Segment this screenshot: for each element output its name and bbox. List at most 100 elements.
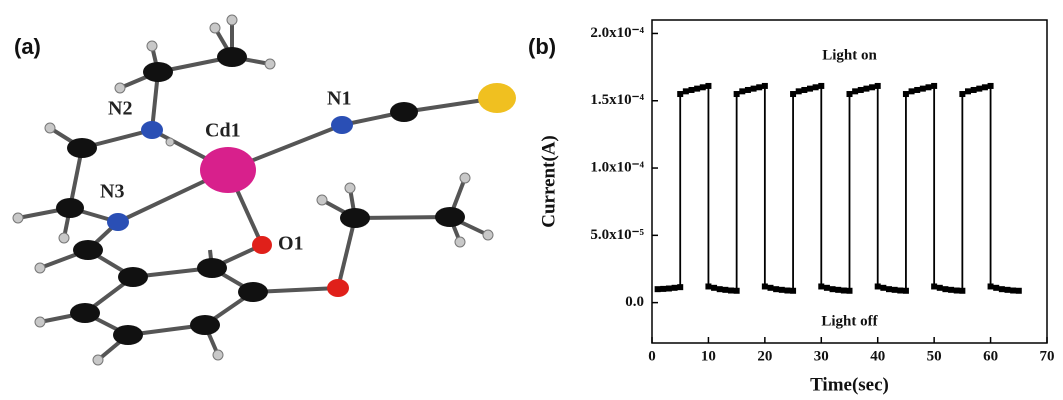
data-point — [936, 284, 943, 291]
data-point — [852, 88, 859, 95]
data-point — [965, 88, 971, 95]
panel-label: (a) — [14, 34, 41, 59]
data-point — [761, 82, 768, 89]
data-point — [874, 82, 881, 89]
x-tick-label: 0 — [648, 348, 656, 364]
data-point — [931, 283, 938, 290]
data-point — [688, 86, 695, 93]
x-axis-label: Time(sec) — [810, 374, 889, 395]
data-point — [1010, 287, 1017, 294]
data-point — [807, 85, 813, 92]
data-point — [739, 88, 746, 95]
data-point — [694, 85, 701, 92]
data-point — [795, 88, 802, 95]
data-point — [953, 287, 960, 294]
data-point — [767, 284, 774, 291]
data-point — [846, 91, 853, 98]
data-point — [665, 285, 672, 292]
atom-label: N1 — [327, 88, 351, 110]
data-point — [857, 86, 864, 93]
x-tick-label: 20 — [757, 348, 772, 364]
data-point — [733, 287, 740, 294]
data-point — [705, 283, 712, 290]
data-point — [699, 84, 706, 91]
data-point — [660, 285, 667, 292]
data-point — [823, 284, 830, 291]
data-point — [716, 286, 723, 293]
data-point — [902, 287, 909, 294]
data-point — [722, 286, 729, 293]
data-point — [942, 286, 949, 293]
panel-label: (b) — [528, 34, 556, 59]
data-point — [756, 84, 763, 91]
data-point — [998, 286, 1005, 293]
data-point — [846, 287, 853, 294]
data-point — [812, 84, 819, 91]
data-point — [886, 286, 892, 293]
data-point — [677, 91, 684, 98]
atom-label: N3 — [100, 181, 124, 203]
data-point — [874, 283, 881, 290]
y-tick-label: 2.0x10⁻⁴ — [590, 25, 644, 41]
data-point — [728, 287, 734, 294]
y-tick-label: 0.0 — [625, 294, 644, 310]
data-point — [863, 85, 870, 92]
data-point — [925, 84, 932, 91]
data-point — [829, 286, 836, 293]
data-point — [914, 86, 921, 93]
data-point — [993, 284, 1000, 291]
data-point — [818, 82, 825, 89]
y-tick-label: 1.0x10⁻⁴ — [590, 159, 644, 175]
y-axis-label: Current(A) — [538, 135, 559, 228]
data-point — [840, 287, 847, 294]
data-point — [671, 284, 678, 291]
data-point — [790, 287, 797, 294]
data-line — [657, 84, 1019, 292]
data-point — [880, 284, 887, 291]
data-point — [835, 286, 842, 293]
y-tick-label: 5.0x10⁻⁵ — [590, 227, 644, 243]
data-point — [784, 287, 791, 294]
atom-label: N2 — [108, 98, 132, 120]
data-point — [897, 287, 904, 294]
plot-frame — [651, 19, 1048, 344]
data-point — [976, 85, 983, 92]
x-tick-label: 40 — [870, 348, 885, 364]
data-point — [654, 286, 661, 293]
data-point — [733, 91, 740, 98]
data-point — [711, 284, 718, 291]
data-point — [705, 82, 712, 89]
data-point — [931, 82, 938, 89]
data-point — [778, 286, 785, 293]
data-point — [987, 283, 994, 290]
x-tick-label: 70 — [1040, 348, 1055, 364]
data-point — [891, 286, 898, 293]
data-point — [773, 286, 780, 293]
y-tick-label: 1.5x10⁻⁴ — [590, 92, 644, 108]
atom-label: Cd1 — [205, 120, 241, 142]
data-point — [981, 84, 988, 91]
data-point — [790, 91, 797, 98]
data-point — [902, 91, 909, 98]
data-point — [682, 88, 689, 95]
data-point — [761, 283, 768, 290]
x-tick-label: 10 — [701, 348, 716, 364]
data-point — [959, 91, 966, 98]
data-point — [987, 82, 994, 89]
annotation: Light off — [821, 313, 878, 329]
data-point — [959, 287, 966, 294]
data-point — [818, 283, 825, 290]
data-point — [970, 86, 977, 93]
data-point — [1015, 287, 1022, 294]
data-point — [1004, 286, 1011, 293]
data-point — [744, 86, 751, 93]
x-tick-label: 30 — [814, 348, 829, 364]
atom-label: O1 — [278, 233, 304, 255]
data-point — [908, 88, 915, 95]
annotation: Light on — [822, 47, 877, 63]
data-point — [677, 284, 684, 291]
x-tick-label: 50 — [927, 348, 942, 364]
data-point — [750, 85, 757, 92]
x-tick-label: 60 — [983, 348, 998, 364]
